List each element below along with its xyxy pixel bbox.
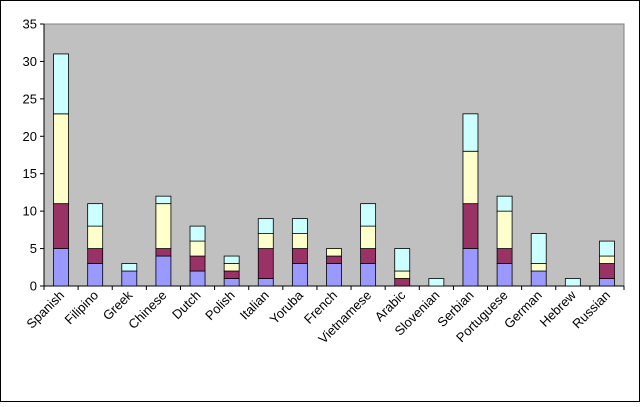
bar-segment — [257, 278, 274, 287]
bar-segment — [530, 270, 547, 287]
bar-segment — [257, 218, 274, 234]
bar-segment — [326, 248, 342, 257]
y-tick-label: 5 — [30, 241, 37, 256]
bar-segment — [189, 240, 206, 257]
bar-segment — [462, 248, 479, 287]
plot-area — [43, 23, 625, 287]
bar-segment — [291, 218, 308, 234]
bar-segment — [53, 113, 69, 205]
y-tick-label: 10 — [23, 204, 37, 219]
bar-segment — [326, 255, 342, 264]
bar-segment — [53, 53, 69, 115]
bar-segment — [496, 210, 513, 249]
bar-segment — [394, 278, 411, 287]
bar-segment — [496, 248, 513, 264]
bar-segment — [599, 263, 615, 279]
bar-segment — [599, 240, 615, 257]
bar-segment — [360, 203, 377, 227]
bar-segment — [257, 248, 274, 279]
bar-segment — [291, 233, 308, 249]
bar-segment — [496, 263, 513, 287]
bar-segment — [360, 263, 377, 287]
bar-segment — [155, 255, 172, 287]
y-tick-label: 30 — [23, 54, 37, 69]
bar-segment — [428, 278, 445, 287]
bar-segment — [53, 248, 69, 287]
bar-group — [53, 53, 615, 287]
bar-segment — [599, 255, 615, 264]
bar-segment — [87, 225, 104, 249]
bar-segment — [530, 263, 547, 272]
bar-segment — [291, 263, 308, 287]
bar-segment — [223, 255, 240, 264]
bar-segment — [360, 225, 377, 249]
bar-segment — [291, 248, 308, 264]
bar-segment — [189, 255, 206, 272]
bar-segment — [189, 270, 206, 287]
bar-segment — [155, 248, 172, 257]
y-tick-label: 0 — [30, 279, 37, 294]
bar-segment — [462, 113, 479, 152]
bar-segment — [530, 233, 547, 264]
bar-segment — [394, 270, 411, 279]
bar-segment — [360, 248, 377, 264]
bar-segment — [223, 278, 240, 287]
bar-segment — [87, 263, 104, 287]
bar-segment — [462, 150, 479, 205]
bar-segment — [564, 278, 581, 287]
y-tick-label: 35 — [23, 17, 37, 32]
bar-segment — [53, 203, 69, 249]
y-axis: 0 5 10 15 20 25 30 35 — [23, 17, 45, 294]
y-tick-label: 25 — [23, 91, 37, 106]
y-tick-label: 15 — [23, 166, 37, 181]
bar-segment — [121, 270, 138, 287]
bar-segment — [257, 233, 274, 249]
bar-segment — [326, 263, 342, 287]
bar-segment — [223, 263, 240, 272]
bar-segment — [599, 278, 615, 287]
y-tick-label: 20 — [23, 129, 37, 144]
bar-segment — [155, 203, 172, 249]
bar-segment — [394, 248, 411, 272]
bar-segment — [87, 248, 104, 264]
bar-segment — [462, 203, 479, 249]
bar-segment — [155, 195, 172, 205]
bar-segment — [496, 195, 513, 212]
bar-segment — [121, 263, 138, 272]
bar-segment — [189, 225, 206, 242]
bar-segment — [223, 270, 240, 279]
bar-segment — [87, 203, 104, 227]
